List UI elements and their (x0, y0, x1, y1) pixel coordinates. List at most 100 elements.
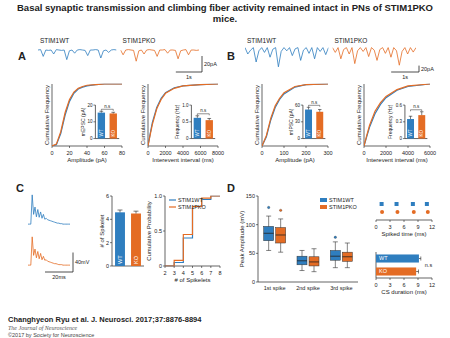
annotation-bracket (101, 109, 113, 111)
plot-area (376, 254, 421, 275)
bar (376, 267, 416, 275)
legend-swatch (320, 198, 327, 202)
x-tick-label: 3 (388, 282, 391, 288)
y-tick (93, 121, 95, 122)
x-tick (430, 146, 431, 148)
error-bar (136, 211, 137, 213)
error-cap (307, 107, 310, 108)
y-tick-label: 30 (295, 119, 301, 124)
y-tick-label: 0 (106, 263, 109, 269)
x-tick-label: 6 (200, 270, 203, 276)
legend-label: STIM1WT (178, 197, 203, 203)
y-tick (110, 196, 112, 197)
x-tick-label: 40 (84, 150, 90, 156)
y-axis-label: Frequency (Hz) (387, 104, 393, 139)
y-tick-label: 0 (159, 263, 162, 269)
y-axis-label: Cumulative Probability (146, 201, 152, 261)
x-tick-label: 2000 (380, 150, 392, 156)
category-label: KO (133, 255, 139, 264)
y-axis (148, 84, 149, 146)
error-bar (410, 116, 411, 119)
x-tick-label: 6 (402, 224, 405, 230)
x-axis (258, 282, 358, 283)
whisker-cap (300, 250, 305, 251)
bar-labels: WTKO (99, 129, 116, 136)
median (342, 256, 352, 257)
axes: 036912CS duration (ms) (374, 252, 435, 295)
scale-bar: 20pA1s (391, 66, 434, 80)
axes: 036912Spiked time (ms) (374, 220, 435, 237)
plot-area (305, 107, 323, 138)
whisker-cap (345, 267, 350, 268)
annotation: n.s (104, 104, 111, 109)
legend-swatch (169, 199, 176, 200)
y-tick-label: 10 (87, 119, 93, 124)
y-tick (256, 196, 258, 197)
bar (98, 113, 105, 139)
error-cap (100, 111, 104, 112)
trace-label: STIM1PKO (123, 37, 156, 44)
category-label: KO (111, 130, 116, 137)
plot-area (364, 84, 430, 146)
legend: STIM1WTSTIM1PKO (169, 197, 207, 210)
y-tick-label: 0.6 (396, 103, 403, 108)
x-tick-label: 4000 (177, 150, 189, 156)
y-tick (301, 105, 303, 106)
x-tick-label: 6 (402, 282, 405, 288)
category-label: KO (207, 130, 212, 137)
y-tick-label: 100 (246, 222, 255, 228)
trace-label: STIM1WT (247, 37, 276, 44)
x-tick (408, 146, 409, 148)
x-tick (192, 266, 193, 268)
x-tick-label: 0 (374, 282, 377, 288)
median (264, 233, 274, 234)
x-tick (404, 220, 405, 222)
scale-bar: 40mV20ms (45, 253, 90, 281)
category-label: WT (379, 255, 388, 261)
median (309, 261, 319, 262)
scale-bar-x (45, 272, 73, 273)
whisker-cap (333, 241, 338, 242)
series-line (364, 84, 430, 146)
annotation-bracket (197, 114, 209, 116)
y-tick (403, 138, 405, 139)
series-line (52, 84, 122, 146)
scale-bar-x (391, 72, 419, 73)
x-tick-label: 300 (323, 150, 332, 156)
plot-area (38, 50, 117, 60)
x-tick-label: 3 (173, 270, 176, 276)
trace-label: STIM1PKO (335, 37, 368, 44)
dot (426, 210, 430, 214)
x-tick-label: 4000 (402, 150, 414, 156)
annotation: n.s (311, 100, 318, 105)
legend-swatch (320, 205, 327, 209)
x-tick-label: 7 (209, 270, 212, 276)
scale-bar-label: 1s (186, 74, 192, 80)
y-tick (163, 196, 165, 197)
whisker-cap (312, 248, 317, 249)
trace (38, 50, 117, 60)
error-bar (197, 116, 198, 118)
legend: STIM1WTSTIM1PKO (320, 197, 358, 210)
y-tick-label: 0.5 (154, 228, 162, 234)
x-tick (122, 146, 123, 148)
dot (380, 202, 384, 206)
category-label: WT (195, 129, 200, 136)
y-tick (189, 105, 191, 106)
footer: Changhyeon Ryu et al. J. Neurosci. 2017;… (8, 315, 202, 338)
series-line (364, 84, 430, 146)
error-cap (418, 269, 419, 273)
series-line (165, 196, 220, 266)
x-tick-label: 4 (182, 270, 185, 276)
axes: 02000400060008000Interevent interval (ms… (140, 84, 224, 163)
x-tick-label: 100 (279, 150, 288, 156)
x-tick-label: 5 (191, 270, 194, 276)
x-tick (328, 146, 329, 148)
error-cap (409, 116, 412, 117)
x-tick (364, 146, 365, 148)
bar (376, 254, 419, 262)
y-tick (256, 282, 258, 283)
scale-bar: 20pA1s (176, 56, 217, 80)
y-tick (110, 219, 112, 220)
y-axis-label: Peak Amplitude (mV) (239, 211, 245, 267)
